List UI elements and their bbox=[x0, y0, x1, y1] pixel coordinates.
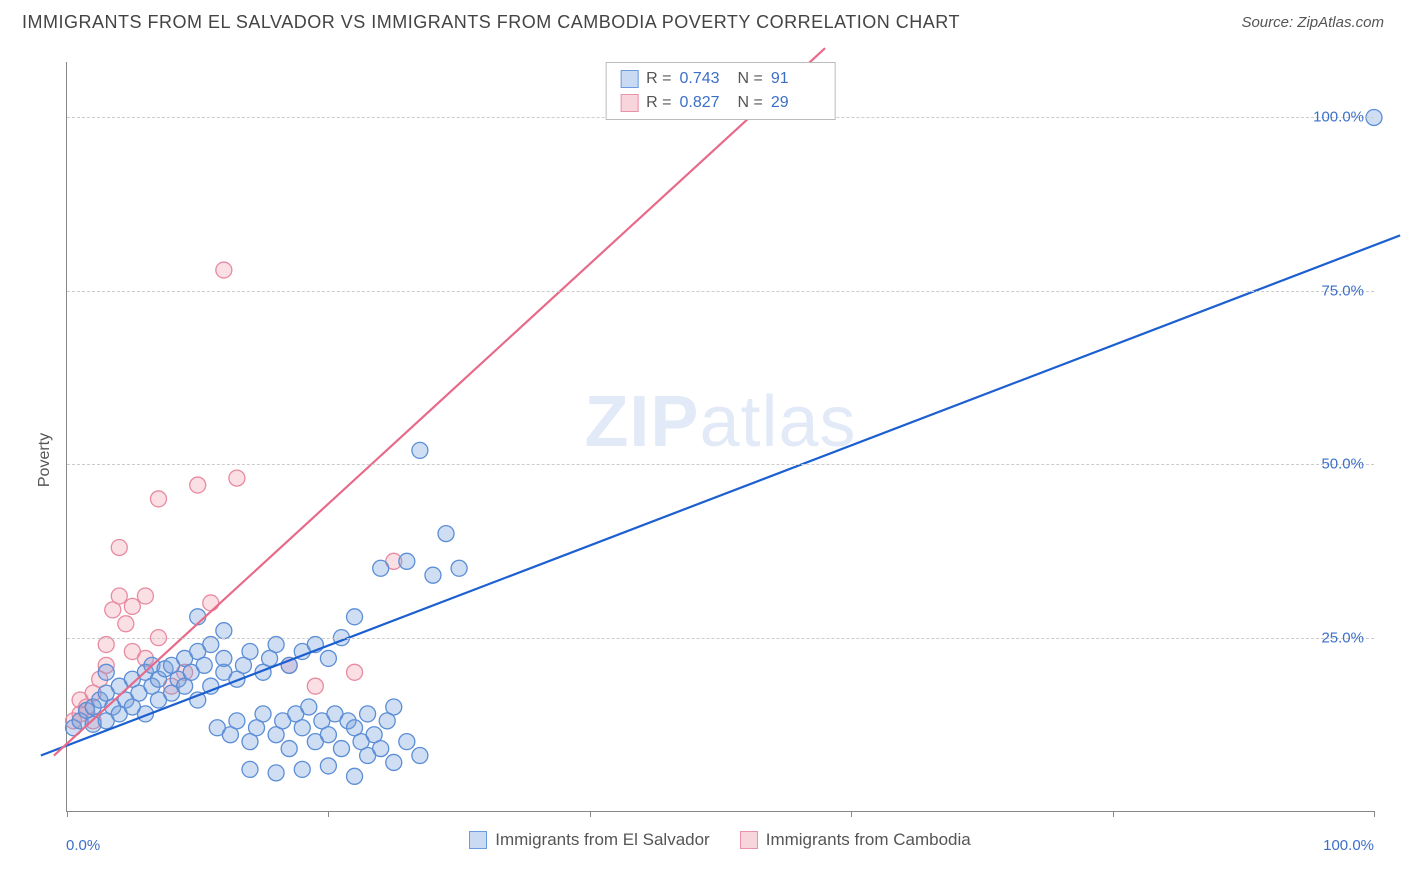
data-point bbox=[307, 678, 323, 694]
legend-swatch-bottom-2 bbox=[740, 831, 758, 849]
data-point bbox=[425, 567, 441, 583]
data-point bbox=[124, 598, 140, 614]
regression-line bbox=[54, 48, 825, 755]
data-point bbox=[255, 706, 271, 722]
y-tick-label: 100.0% bbox=[1313, 109, 1364, 126]
y-tick-label: 25.0% bbox=[1321, 629, 1364, 646]
data-point bbox=[229, 713, 245, 729]
legend-swatch-1 bbox=[620, 70, 638, 88]
y-tick-label: 75.0% bbox=[1321, 282, 1364, 299]
plot-svg bbox=[67, 62, 1374, 811]
data-point bbox=[301, 699, 317, 715]
data-point bbox=[412, 442, 428, 458]
data-point bbox=[386, 754, 402, 770]
data-point bbox=[203, 637, 219, 653]
data-point bbox=[373, 741, 389, 757]
data-point bbox=[216, 623, 232, 639]
data-point bbox=[347, 664, 363, 680]
n-value-2: 29 bbox=[771, 91, 821, 115]
x-tick bbox=[67, 811, 68, 817]
data-point bbox=[203, 595, 219, 611]
legend-row-series-1: R = 0.743 N = 91 bbox=[620, 67, 821, 91]
gridline bbox=[67, 464, 1374, 465]
data-point bbox=[320, 727, 336, 743]
data-point bbox=[268, 765, 284, 781]
data-point bbox=[98, 664, 114, 680]
data-point bbox=[216, 650, 232, 666]
data-point bbox=[98, 637, 114, 653]
data-point bbox=[320, 650, 336, 666]
series-legend: Immigrants from El Salvador Immigrants f… bbox=[66, 830, 1374, 850]
regression-line bbox=[41, 235, 1400, 755]
r-value-2: 0.827 bbox=[680, 91, 730, 115]
data-point bbox=[281, 741, 297, 757]
legend-item-1: Immigrants from El Salvador bbox=[469, 830, 709, 850]
x-tick bbox=[851, 811, 852, 817]
data-point bbox=[242, 643, 258, 659]
data-point bbox=[438, 526, 454, 542]
data-point bbox=[412, 748, 428, 764]
data-point bbox=[111, 588, 127, 604]
gridline bbox=[67, 291, 1374, 292]
data-point bbox=[360, 706, 376, 722]
gridline bbox=[67, 638, 1374, 639]
legend-label-1: Immigrants from El Salvador bbox=[495, 830, 709, 850]
data-point bbox=[294, 761, 310, 777]
data-point bbox=[111, 539, 127, 555]
data-point bbox=[137, 588, 153, 604]
x-tick bbox=[590, 811, 591, 817]
data-point bbox=[386, 699, 402, 715]
y-axis-label: Poverty bbox=[36, 433, 54, 487]
data-point bbox=[190, 477, 206, 493]
source-label: Source: ZipAtlas.com bbox=[1241, 14, 1384, 31]
r-value-1: 0.743 bbox=[680, 67, 730, 91]
y-tick-label: 50.0% bbox=[1321, 456, 1364, 473]
chart-title: IMMIGRANTS FROM EL SALVADOR VS IMMIGRANT… bbox=[22, 12, 960, 33]
data-point bbox=[229, 470, 245, 486]
legend-swatch-2 bbox=[620, 94, 638, 112]
data-point bbox=[196, 657, 212, 673]
data-point bbox=[347, 768, 363, 784]
x-tick bbox=[1113, 811, 1114, 817]
data-point bbox=[451, 560, 467, 576]
data-point bbox=[216, 262, 232, 278]
data-point bbox=[347, 609, 363, 625]
legend-item-2: Immigrants from Cambodia bbox=[740, 830, 971, 850]
data-point bbox=[399, 553, 415, 569]
x-tick bbox=[1374, 811, 1375, 817]
data-point bbox=[268, 637, 284, 653]
plot-area: R = 0.743 N = 91 R = 0.827 N = 29 ZIPatl… bbox=[66, 62, 1374, 812]
data-point bbox=[373, 560, 389, 576]
legend-swatch-bottom-1 bbox=[469, 831, 487, 849]
data-point bbox=[118, 616, 134, 632]
data-point bbox=[242, 761, 258, 777]
legend-row-series-2: R = 0.827 N = 29 bbox=[620, 91, 821, 115]
chart-container: Poverty R = 0.743 N = 91 R = 0.827 N = 2… bbox=[22, 48, 1384, 872]
data-point bbox=[294, 720, 310, 736]
x-tick bbox=[328, 811, 329, 817]
legend-label-2: Immigrants from Cambodia bbox=[766, 830, 971, 850]
x-axis-max-label: 100.0% bbox=[1323, 837, 1374, 854]
data-point bbox=[333, 741, 349, 757]
data-point bbox=[150, 491, 166, 507]
data-point bbox=[399, 734, 415, 750]
n-value-1: 91 bbox=[771, 67, 821, 91]
correlation-legend: R = 0.743 N = 91 R = 0.827 N = 29 bbox=[605, 62, 836, 120]
x-axis-min-label: 0.0% bbox=[66, 837, 100, 854]
data-point bbox=[320, 758, 336, 774]
